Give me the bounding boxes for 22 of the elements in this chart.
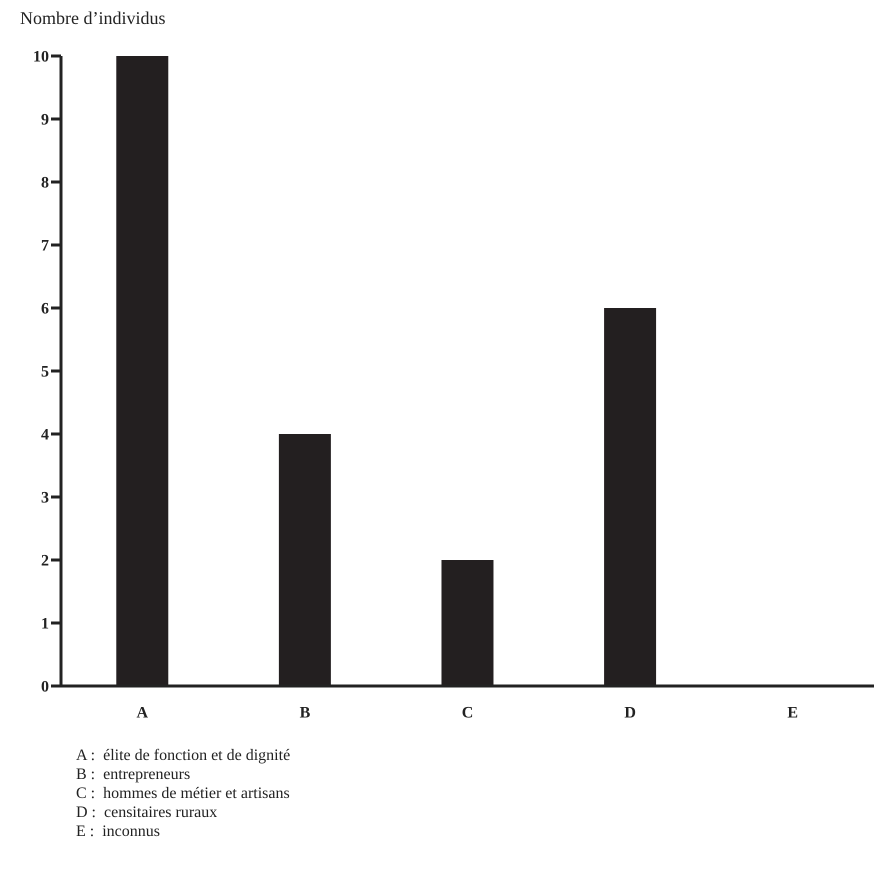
y-axis-title: Nombre d’individus: [19, 8, 166, 30]
y-tick-label: 5: [41, 364, 49, 381]
text: A : élite de fonction et de dignité: [76, 746, 292, 765]
y-tick-label: 8: [41, 174, 49, 192]
y-tick-label: 0: [41, 678, 49, 696]
x-tick-label: E: [787, 704, 798, 722]
y-tick-label: 10: [33, 48, 49, 66]
y-tick-label: 1: [41, 616, 49, 633]
text: D : censitaires ruraux: [76, 803, 218, 822]
y-tick-label: 6: [41, 300, 49, 318]
x-tick-label: A: [136, 704, 149, 722]
y-tick-label: 3: [41, 490, 49, 507]
y-tick-label: 4: [41, 426, 49, 444]
text: E : inconnus: [76, 822, 161, 841]
x-tick-label: D: [624, 704, 636, 722]
y-tick-label: 2: [41, 552, 49, 570]
y-tick-label: 7: [41, 238, 49, 255]
text: B : entrepreneurs: [76, 765, 192, 784]
y-tick-label: 9: [41, 112, 49, 129]
text: C : hommes de métier et artisans: [76, 784, 291, 803]
x-tick-label: B: [300, 704, 311, 722]
x-tick-label: C: [462, 704, 474, 722]
